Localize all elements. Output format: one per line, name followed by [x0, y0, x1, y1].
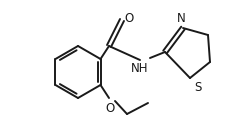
Text: N: N	[177, 12, 185, 25]
Text: NH: NH	[131, 62, 149, 75]
Text: S: S	[194, 81, 201, 94]
Text: O: O	[105, 102, 115, 115]
Text: O: O	[124, 12, 133, 25]
